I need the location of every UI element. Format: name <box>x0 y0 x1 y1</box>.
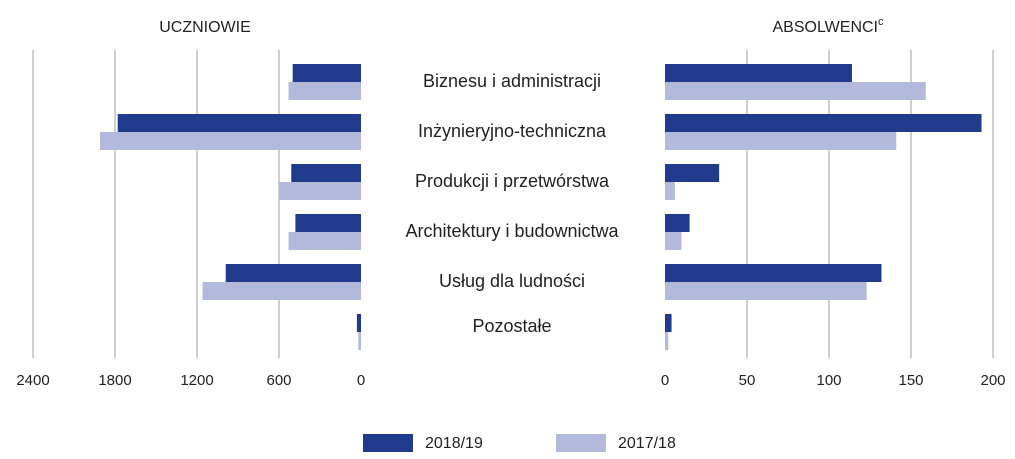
x-tick-label: 150 <box>898 372 923 389</box>
category-label: Usług dla ludności <box>439 271 585 291</box>
chart-title: UCZNIOWIE <box>159 19 251 36</box>
bar <box>665 132 897 150</box>
x-tick-label: 0 <box>661 372 669 389</box>
bar <box>99 132 361 150</box>
x-tick-label: 100 <box>816 372 841 389</box>
bar <box>356 314 361 332</box>
bar <box>665 164 720 182</box>
bar <box>665 182 675 200</box>
x-tick-label: 600 <box>266 372 291 389</box>
x-tick-label: 0 <box>357 372 365 389</box>
bar <box>295 214 361 232</box>
bar <box>292 64 361 82</box>
bar <box>665 282 867 300</box>
bar <box>291 164 361 182</box>
x-tick-label: 50 <box>739 372 756 389</box>
bar <box>202 282 361 300</box>
bar <box>288 232 361 250</box>
legend-swatch <box>363 434 413 452</box>
bar <box>279 182 361 200</box>
x-tick-label: 1800 <box>98 372 131 389</box>
category-label: Biznesu i administracji <box>423 71 601 91</box>
bar <box>665 314 672 332</box>
bar <box>665 82 926 100</box>
x-tick-label: 2400 <box>16 372 49 389</box>
category-label: Produkcji i przetwórstwa <box>415 171 610 191</box>
category-label: Inżynieryjno-techniczna <box>418 121 607 141</box>
title-superscript: c <box>878 16 884 28</box>
bar <box>288 82 361 100</box>
bar <box>358 332 361 350</box>
bar <box>225 264 361 282</box>
bar <box>665 332 669 350</box>
x-tick-label: 1200 <box>180 372 213 389</box>
legend-label: 2018/19 <box>425 435 483 452</box>
x-tick-label: 200 <box>980 372 1005 389</box>
chart-title: ABSOLWENCIc <box>773 16 885 36</box>
legend-label: 2017/18 <box>618 435 676 452</box>
category-label: Architektury i budownictwa <box>405 221 619 241</box>
bar <box>665 114 982 132</box>
bar <box>665 64 852 82</box>
legend-swatch <box>556 434 606 452</box>
bar <box>117 114 361 132</box>
title-text: ABSOLWENCI <box>773 19 879 36</box>
bar <box>665 214 690 232</box>
category-label: Pozostałe <box>472 316 551 336</box>
bar <box>665 232 682 250</box>
bar <box>665 264 882 282</box>
